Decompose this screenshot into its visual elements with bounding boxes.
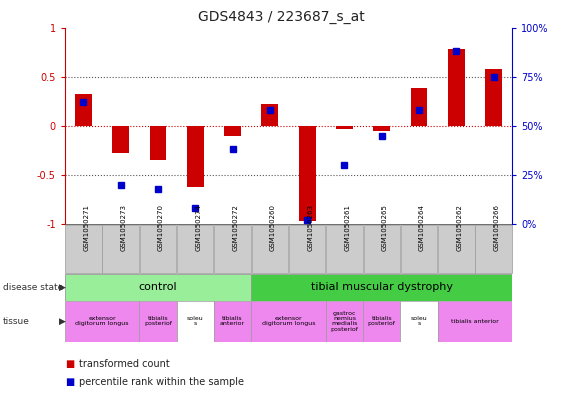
Text: soleu
s: soleu s — [410, 316, 427, 327]
Bar — [485, 69, 502, 126]
Bar — [177, 224, 213, 273]
Text: GSM1050272: GSM1050272 — [233, 204, 239, 252]
Text: ■: ■ — [65, 358, 74, 369]
Text: GDS4843 / 223687_s_at: GDS4843 / 223687_s_at — [198, 10, 365, 24]
Text: GSM1050264: GSM1050264 — [419, 204, 425, 252]
Bar — [299, 126, 316, 221]
Bar — [150, 126, 167, 160]
Text: tibialis
anterior: tibialis anterior — [220, 316, 245, 327]
Bar — [363, 301, 400, 342]
Bar — [448, 49, 465, 126]
Bar — [261, 104, 278, 126]
Text: GSM1050265: GSM1050265 — [382, 204, 388, 252]
Text: GSM1050273: GSM1050273 — [120, 204, 127, 252]
Bar — [336, 126, 353, 129]
Bar — [251, 301, 326, 342]
Bar — [373, 126, 390, 130]
Bar — [65, 224, 101, 273]
Text: GSM1050266: GSM1050266 — [494, 204, 500, 252]
Text: GSM1050260: GSM1050260 — [270, 204, 276, 252]
Bar — [326, 301, 363, 342]
Bar — [327, 224, 363, 273]
Text: ▶: ▶ — [59, 317, 66, 326]
Bar — [224, 126, 241, 136]
Text: GSM1050261: GSM1050261 — [345, 204, 351, 252]
Text: tibialis
posteriof: tibialis posteriof — [144, 316, 172, 327]
Text: GSM1050274: GSM1050274 — [195, 204, 202, 252]
Bar — [214, 301, 251, 342]
Bar — [215, 224, 251, 273]
Text: soleu
s: soleu s — [187, 316, 204, 327]
Bar — [400, 301, 438, 342]
Text: ▶: ▶ — [59, 283, 66, 292]
Text: ■: ■ — [65, 377, 74, 387]
Text: GSM1050270: GSM1050270 — [158, 204, 164, 252]
Text: extensor
digitorum longus: extensor digitorum longus — [262, 316, 315, 327]
Text: tibialis
posteriof: tibialis posteriof — [368, 316, 396, 327]
Text: transformed count: transformed count — [79, 358, 169, 369]
Bar — [251, 274, 512, 301]
Text: percentile rank within the sample: percentile rank within the sample — [79, 377, 244, 387]
Text: control: control — [138, 282, 177, 292]
Bar — [140, 224, 176, 273]
Bar — [289, 224, 325, 273]
Text: tissue: tissue — [3, 317, 30, 326]
Bar — [75, 94, 92, 126]
Bar — [65, 274, 251, 301]
Text: GSM1050263: GSM1050263 — [307, 204, 313, 252]
Bar — [112, 126, 129, 153]
Bar — [177, 301, 214, 342]
Text: tibial muscular dystrophy: tibial muscular dystrophy — [311, 282, 453, 292]
Text: GSM1050271: GSM1050271 — [83, 204, 90, 252]
Bar — [401, 224, 437, 273]
Bar — [438, 301, 512, 342]
Bar — [252, 224, 288, 273]
Bar — [187, 126, 204, 187]
Text: extensor
digitorum longus: extensor digitorum longus — [75, 316, 129, 327]
Bar — [476, 224, 512, 273]
Bar — [65, 301, 140, 342]
Bar — [102, 224, 139, 273]
Text: disease state: disease state — [3, 283, 63, 292]
Bar — [410, 88, 427, 126]
Bar — [364, 224, 400, 273]
Text: tibialis anterior: tibialis anterior — [451, 319, 499, 324]
Bar — [140, 301, 177, 342]
Text: GSM1050262: GSM1050262 — [457, 204, 462, 252]
Bar — [438, 224, 475, 273]
Text: gastroc
nemius
medialis
posteriof: gastroc nemius medialis posteriof — [330, 311, 359, 332]
